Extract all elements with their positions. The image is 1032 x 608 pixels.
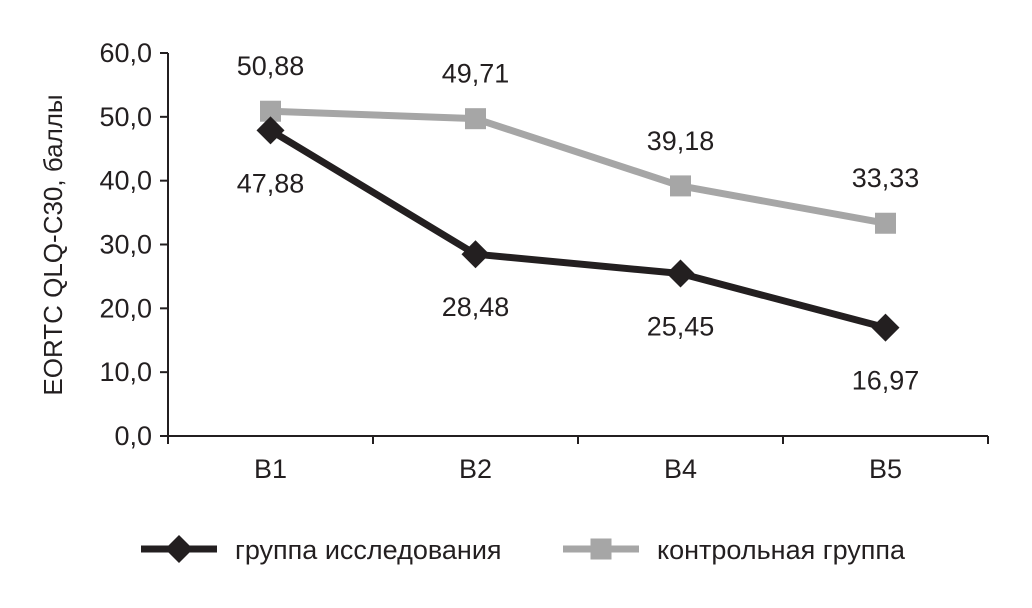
x-tick-label: B1 xyxy=(254,454,287,484)
y-tick-label: 20,0 xyxy=(99,293,152,323)
y-axis-title: EORTC QLQ-C30, баллы xyxy=(38,94,68,395)
legend-diamond-marker xyxy=(165,535,193,563)
series-control-group xyxy=(260,100,896,234)
y-tick-label: 30,0 xyxy=(99,230,152,260)
x-tick-label: B4 xyxy=(664,454,697,484)
x-tick-label: B5 xyxy=(869,454,902,484)
y-tick-label: 10,0 xyxy=(99,357,152,387)
legend: группа исследования контрольная группа xyxy=(141,535,906,565)
y-tick-label: 60,0 xyxy=(99,38,152,68)
data-label: 16,97 xyxy=(852,366,920,396)
data-label: 28,48 xyxy=(442,292,510,322)
legend-label: группа исследования xyxy=(235,535,502,565)
diamond-marker xyxy=(461,240,490,269)
y-tick-label: 0,0 xyxy=(114,421,152,451)
axes-layer: 0,0 10,0 20,0 30,0 40,0 50,0 60,0 B1 B2 B4 B5 xyxy=(99,38,989,484)
y-tick-label: 50,0 xyxy=(99,102,152,132)
data-labels-layer: 47,88 28,48 25,45 16,97 50,88 49,71 39,18 33,33 xyxy=(237,51,920,395)
series-layer xyxy=(256,100,900,342)
legend-item: контрольная группа xyxy=(563,535,906,565)
data-label: 47,88 xyxy=(237,168,305,198)
square-marker xyxy=(260,100,281,122)
data-label: 25,45 xyxy=(647,312,715,342)
data-label: 39,18 xyxy=(647,126,715,156)
data-label: 49,71 xyxy=(442,59,510,89)
diamond-marker xyxy=(871,313,900,342)
y-axis-title-group: EORTC QLQ-C30, баллы xyxy=(38,94,68,395)
square-marker xyxy=(875,212,896,234)
square-marker xyxy=(670,175,691,197)
legend-item: группа исследования xyxy=(141,535,502,565)
series-line xyxy=(270,107,887,227)
y-tick-label: 40,0 xyxy=(99,166,152,196)
series-study-group xyxy=(256,116,900,342)
x-tick-label: B2 xyxy=(459,454,492,484)
diamond-marker xyxy=(256,116,285,145)
data-label: 33,33 xyxy=(852,163,920,193)
data-label: 50,88 xyxy=(237,51,305,81)
square-marker xyxy=(465,108,486,130)
legend-label: контрольная группа xyxy=(657,535,906,565)
diamond-marker xyxy=(666,259,695,288)
legend-square-marker xyxy=(590,538,612,560)
series-line xyxy=(268,127,887,332)
